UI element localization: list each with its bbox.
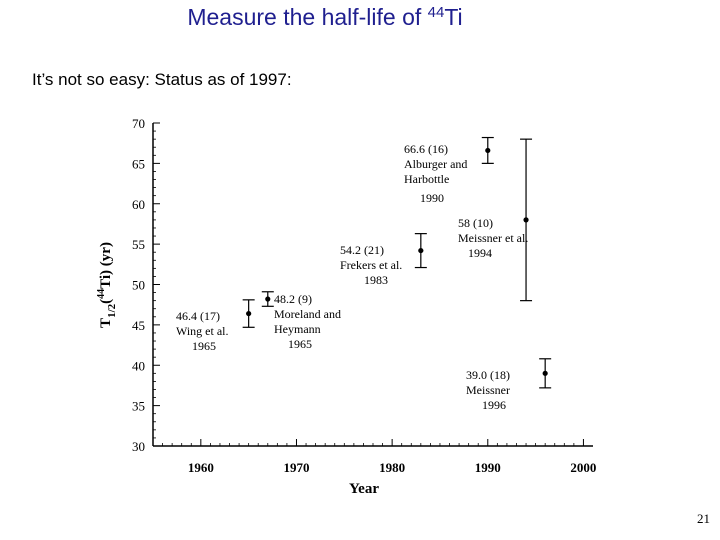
x-axis-label: Year: [349, 481, 379, 497]
data-point: [485, 147, 491, 154]
y-axis-label-mass: 44: [96, 289, 107, 299]
title-element: Ti: [444, 4, 463, 30]
data-point: [542, 370, 548, 376]
title-text: Measure the half-life of: [187, 4, 428, 30]
data-point: [265, 296, 271, 302]
y-tick-label: 45: [132, 318, 145, 333]
data-label: 1996: [482, 398, 506, 412]
y-tick-label: 70: [132, 116, 145, 131]
subtitle: It’s not so easy: Status as of 1997:: [32, 70, 292, 89]
slide-title: Measure the half-life of 44Ti: [0, 4, 650, 31]
data-point: [523, 217, 529, 223]
data-point: [246, 310, 252, 317]
x-tick-label: 2000: [570, 460, 596, 475]
y-tick-label: 65: [132, 156, 145, 171]
data-label: Meissner et al.: [458, 231, 528, 245]
data-label: Alburger and: [404, 157, 467, 171]
data-label: Heymann: [274, 322, 321, 336]
data-label: Moreland and: [274, 307, 341, 321]
y-tick-label: 30: [132, 439, 145, 454]
data-label: 39.0 (18): [466, 368, 510, 382]
x-tick-label: 1970: [283, 460, 309, 475]
data-label: Wing et al.: [176, 324, 229, 338]
data-label: Meissner: [466, 383, 510, 397]
data-label: 1990: [420, 191, 444, 205]
y-tick-label: 50: [132, 278, 145, 293]
title-mass-number: 44: [427, 4, 445, 21]
y-axis-label-open: (: [98, 299, 114, 304]
y-tick-label: 55: [132, 237, 145, 252]
data-label: Frekers et al.: [340, 258, 402, 272]
data-label: 48.2 (9): [274, 292, 312, 306]
x-tick-label: 1990: [475, 460, 501, 475]
data-label: 54.2 (21): [340, 243, 384, 257]
y-tick-label: 40: [132, 358, 145, 373]
y-tick-label: 60: [132, 197, 145, 212]
y-tick-label: 35: [132, 399, 145, 414]
y-axis-label: T1/2(44Ti) (yr): [96, 242, 118, 328]
data-label: 1994: [468, 246, 492, 260]
x-tick-label: 1960: [188, 460, 214, 475]
chart-marks: [242, 136, 552, 389]
data-point: [418, 247, 424, 254]
y-axis-label-t: T: [98, 318, 114, 328]
chart-axes: 30 35 40 45 50 55 60 65 70 1960 1970 1980 1990 2000: [132, 116, 596, 475]
data-label: 46.4 (17): [176, 309, 220, 323]
y-axis-label-rest: Ti) (yr): [98, 242, 114, 289]
x-tick-label: 1980: [379, 460, 405, 475]
page-number: 21: [697, 511, 710, 526]
y-axis-label-sub: 1/2: [106, 303, 118, 318]
data-label: 58 (10): [458, 216, 493, 230]
data-label: 1965: [192, 339, 216, 353]
data-label: 66.6 (16): [404, 142, 448, 156]
data-label: 1983: [364, 273, 388, 287]
data-label: Harbottle: [404, 172, 449, 186]
data-label: 1965: [288, 337, 312, 351]
